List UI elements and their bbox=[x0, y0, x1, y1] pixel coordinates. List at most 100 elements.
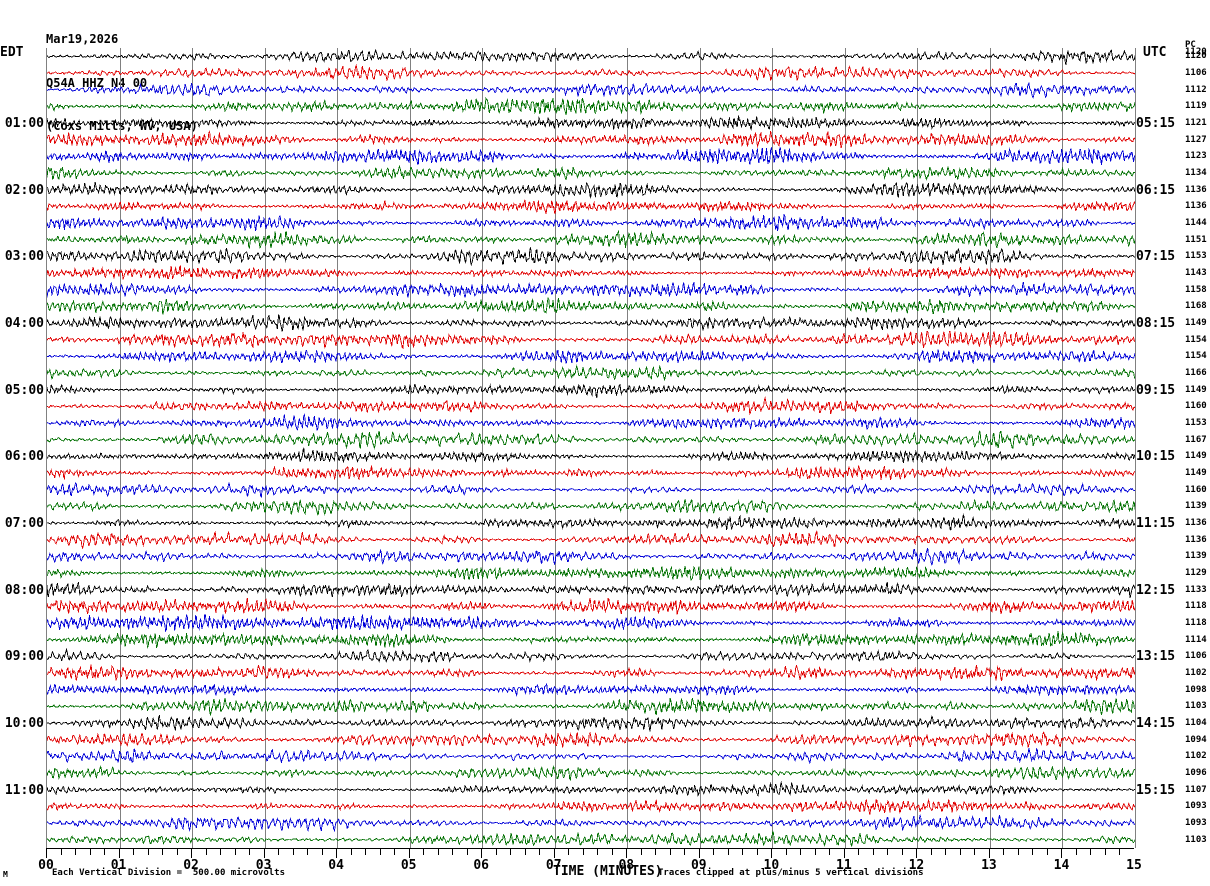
peak-count-value: 1106 bbox=[1185, 651, 1207, 662]
x-axis-tick-label: 15 bbox=[1126, 858, 1142, 873]
utc-hour-label: 14:15 bbox=[1136, 716, 1176, 731]
peak-count-value: 1154 bbox=[1185, 351, 1207, 362]
peak-count-value: 1154 bbox=[1185, 334, 1207, 345]
peak-count-value: 1160 bbox=[1185, 401, 1207, 412]
x-axis-tick-label: 03 bbox=[255, 858, 272, 873]
seismic-trace bbox=[47, 146, 1135, 165]
seismic-trace bbox=[47, 48, 1135, 65]
vertical-division-note: Each Vertical Division = 500.00 microvol… bbox=[52, 868, 285, 878]
peak-count-value: 1149 bbox=[1185, 384, 1207, 395]
clipping-note: Traces clipped at plus/minus 5 vertical … bbox=[658, 868, 924, 878]
left-timezone-label: EDT bbox=[0, 45, 24, 60]
peak-count-value: 1094 bbox=[1185, 734, 1207, 745]
seismic-trace bbox=[47, 446, 1135, 464]
peak-counts-header: PC 1120 bbox=[1185, 41, 1207, 57]
peak-count-value: 1104 bbox=[1185, 718, 1207, 728]
x-axis-tick-label: 08 bbox=[618, 858, 635, 873]
edt-hour-label: 08:00 bbox=[4, 582, 44, 598]
x-axis-ticks bbox=[46, 848, 1134, 858]
x-axis-tick-label: 14 bbox=[1053, 858, 1070, 873]
seismic-trace bbox=[47, 96, 1135, 115]
seismogram-plot[interactable] bbox=[46, 48, 1136, 848]
seismic-trace bbox=[47, 548, 1135, 566]
x-axis-tick-label: 11 bbox=[836, 858, 852, 873]
utc-hour-label: 11:15 bbox=[1136, 516, 1176, 531]
utc-hour-label: 13:15 bbox=[1136, 649, 1176, 665]
peak-count-value: 1112 bbox=[1185, 84, 1207, 95]
peak-count-value: 1093 bbox=[1185, 801, 1207, 812]
peak-count-value: 1118 bbox=[1185, 601, 1207, 612]
seismic-trace bbox=[47, 565, 1135, 582]
peak-count-value: 1136 bbox=[1185, 518, 1207, 528]
peak-counts-header-top: PC bbox=[1185, 40, 1196, 50]
seismic-trace bbox=[47, 697, 1135, 717]
peak-count-value: 1106 bbox=[1185, 68, 1207, 78]
x-axis-tick-label: 02 bbox=[183, 858, 199, 873]
peak-count-value: 1143 bbox=[1185, 268, 1207, 278]
seismic-trace bbox=[47, 330, 1135, 349]
seismic-trace bbox=[47, 181, 1135, 200]
seismic-trace bbox=[47, 264, 1135, 280]
edt-hour-label: 11:00 bbox=[4, 782, 44, 798]
peak-count-value: 1139 bbox=[1185, 551, 1207, 562]
seismic-trace bbox=[47, 529, 1135, 550]
seismic-trace bbox=[47, 798, 1135, 815]
seismic-trace bbox=[47, 130, 1135, 149]
seismic-trace bbox=[47, 396, 1135, 416]
peak-count-value: 1102 bbox=[1185, 751, 1207, 762]
peak-count-value: 1098 bbox=[1185, 684, 1207, 695]
utc-hour-label: 15:15 bbox=[1136, 782, 1176, 798]
peak-count-value: 1151 bbox=[1185, 234, 1207, 245]
peak-counts-header-bottom: 1120 bbox=[1185, 47, 1207, 57]
edt-hour-label: 04:00 bbox=[4, 316, 44, 331]
seismic-trace bbox=[47, 482, 1135, 499]
peak-count-value: 1153 bbox=[1185, 418, 1207, 428]
utc-hour-label: 05:15 bbox=[1136, 116, 1176, 131]
seismic-trace bbox=[47, 631, 1135, 649]
peak-count-value: 1160 bbox=[1185, 484, 1207, 495]
edt-hour-label: 05:00 bbox=[4, 382, 44, 398]
peak-count-value: 1129 bbox=[1185, 568, 1207, 578]
seismic-trace bbox=[47, 747, 1135, 765]
x-axis-tick-label: 00 bbox=[38, 858, 54, 873]
seismic-trace bbox=[47, 513, 1135, 532]
seismic-trace bbox=[47, 765, 1135, 782]
seismic-trace bbox=[47, 464, 1135, 481]
edt-hour-label: 06:00 bbox=[4, 449, 44, 465]
peak-count-value: 1102 bbox=[1185, 668, 1207, 678]
utc-hour-label: 12:15 bbox=[1136, 582, 1176, 598]
peak-count-value: 1144 bbox=[1185, 218, 1207, 228]
peak-count-value: 1096 bbox=[1185, 768, 1207, 778]
seismic-trace bbox=[47, 813, 1135, 832]
peak-count-value: 1133 bbox=[1185, 584, 1207, 595]
seismic-trace bbox=[47, 781, 1135, 797]
peak-count-value: 1136 bbox=[1185, 184, 1207, 195]
x-axis-tick-label: 13 bbox=[981, 858, 997, 873]
peak-count-value: 1168 bbox=[1185, 301, 1207, 312]
edt-hour-label: 01:00 bbox=[4, 116, 44, 131]
seismic-trace bbox=[47, 581, 1135, 598]
edt-hour-label: 09:00 bbox=[4, 649, 44, 665]
peak-count-value: 1120 bbox=[1185, 51, 1207, 62]
peak-count-value: 1093 bbox=[1185, 818, 1207, 828]
seismic-trace bbox=[47, 81, 1135, 99]
x-axis-tick-label: 01 bbox=[110, 858, 127, 873]
peak-count-value: 1119 bbox=[1185, 101, 1207, 112]
x-axis-tick-label: 04 bbox=[328, 858, 344, 873]
peak-count-value: 1127 bbox=[1185, 134, 1207, 145]
peak-count-value: 1123 bbox=[1185, 151, 1207, 162]
seismic-trace bbox=[47, 731, 1135, 749]
peak-count-value: 1149 bbox=[1185, 468, 1207, 478]
seismic-trace bbox=[47, 199, 1135, 214]
seismic-trace bbox=[47, 349, 1135, 365]
seismic-trace bbox=[47, 647, 1135, 664]
peak-count-value: 1139 bbox=[1185, 501, 1207, 512]
edt-hour-label: 03:00 bbox=[4, 249, 44, 265]
peak-count-value: 1118 bbox=[1185, 618, 1207, 628]
x-axis-tick-label: 12 bbox=[908, 858, 925, 873]
header-station: Q54A HHZ N4 00 bbox=[46, 75, 148, 90]
utc-hour-label: 10:15 bbox=[1136, 449, 1176, 465]
seismic-trace bbox=[47, 229, 1135, 250]
utc-hour-label: 07:15 bbox=[1136, 249, 1176, 265]
